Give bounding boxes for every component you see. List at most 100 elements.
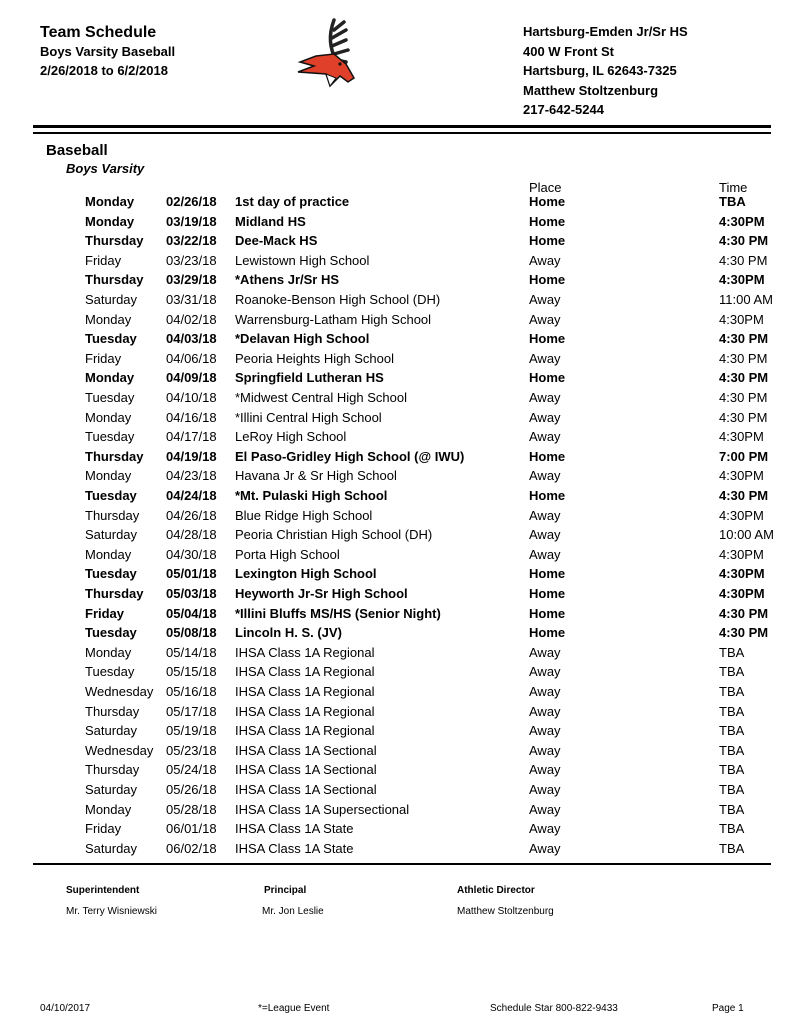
game-opponent: 1st day of practice xyxy=(235,194,350,209)
game-day: Saturday xyxy=(85,527,138,543)
game-date: 05/23/18 xyxy=(166,742,217,758)
game-opponent: IHSA Class 1A Supersectional xyxy=(235,801,410,817)
game-place: Home xyxy=(529,331,566,347)
game-time: 4:30PM xyxy=(719,429,764,445)
game-opponent: IHSA Class 1A Regional xyxy=(235,644,375,660)
game-opponent: *Mt. Pulaski High School xyxy=(235,488,388,503)
game-opponent: Peoria Heights High School xyxy=(235,350,394,366)
table-row: Saturday 04/28/18 Peoria Christian High Sc… xyxy=(0,527,800,547)
game-day: Saturday xyxy=(85,723,138,739)
signature-name: Mr. Terry Wisniewski xyxy=(66,906,157,917)
game-date: 05/16/18 xyxy=(166,684,217,699)
school-name: Hartsburg-Emden Jr/Sr HS xyxy=(523,24,688,39)
game-place: Away xyxy=(529,507,561,523)
table-row: Tuesday 05/08/18 Lincoln H. S. (JV) Home 4:3… xyxy=(0,625,800,645)
game-day: Wednesday xyxy=(85,684,154,699)
game-date: 03/22/18 xyxy=(166,233,217,249)
game-place: Away xyxy=(529,840,561,856)
game-day: Thursday xyxy=(85,448,144,464)
header-divider xyxy=(33,132,771,134)
game-date: 04/23/18 xyxy=(166,468,217,484)
game-day: Thursday xyxy=(85,586,144,601)
game-opponent: IHSA Class 1A Sectional xyxy=(235,742,377,758)
game-time: TBA xyxy=(719,703,745,719)
table-row: Friday 06/01/18 IHSA Class 1A State Away TBA xyxy=(0,821,800,841)
game-day: Tuesday xyxy=(85,429,135,445)
game-time: 4:30 PM xyxy=(719,370,769,386)
game-date: 04/06/18 xyxy=(166,350,217,366)
game-date: 03/23/18 xyxy=(166,252,217,268)
game-date: 04/02/18 xyxy=(166,311,217,327)
game-place: Home xyxy=(529,370,566,386)
signature-name: Matthew Stoltzenburg xyxy=(457,906,554,917)
game-place: Away xyxy=(529,801,561,817)
table-row: Tuesday 05/01/18 Lexington High School Home… xyxy=(0,566,800,586)
game-place: Away xyxy=(529,546,561,562)
game-date: 04/24/18 xyxy=(166,488,217,503)
game-day: Tuesday xyxy=(85,566,137,582)
game-day: Monday xyxy=(85,311,132,327)
table-row: Thursday 05/24/18 IHSA Class 1A Sectional A… xyxy=(0,762,800,782)
game-time: 4:30PM xyxy=(719,468,764,484)
game-date: 04/28/18 xyxy=(166,527,217,543)
game-opponent: IHSA Class 1A State xyxy=(235,840,354,856)
signature-name: Mr. Jon Leslie xyxy=(262,906,324,917)
game-day: Friday xyxy=(85,605,125,621)
contact-name: Matthew Stoltzenburg xyxy=(523,83,659,98)
game-opponent: IHSA Class 1A State xyxy=(235,821,354,837)
document-title: Team Schedule xyxy=(40,24,157,41)
table-row: Thursday 04/19/18 El Paso-Gridley High Sch… xyxy=(0,449,800,469)
deer-mascot-logo-icon xyxy=(297,18,355,88)
game-place: Away xyxy=(529,350,561,366)
game-place: Home xyxy=(529,448,566,464)
game-day: Monday xyxy=(85,213,135,229)
game-day: Wednesday xyxy=(85,742,154,758)
game-day: Monday xyxy=(85,801,132,817)
game-opponent: *Athens Jr/Sr HS xyxy=(235,272,340,288)
page-number: Page 1 xyxy=(712,1003,744,1014)
table-row: Wednesday 05/16/18 IHSA Class 1A Regional A… xyxy=(0,684,800,704)
game-date: 06/02/18 xyxy=(166,840,217,856)
game-opponent: Havana Jr & Sr High School xyxy=(235,468,397,484)
table-row: Friday 05/04/18 *Illini Bluffs MS/HS (Seni… xyxy=(0,606,800,626)
table-row: Friday 03/23/18 Lewistown High School Away 4… xyxy=(0,253,800,273)
game-date: 05/03/18 xyxy=(166,586,217,601)
game-time: 4:30 PM xyxy=(719,350,768,366)
game-place: Away xyxy=(529,429,561,445)
game-date: 05/08/18 xyxy=(166,625,217,641)
game-day: Tuesday xyxy=(85,331,137,347)
game-place: Away xyxy=(529,292,561,307)
game-time: 4:30 PM xyxy=(719,605,769,621)
game-place: Home xyxy=(529,272,566,288)
table-row: Monday 05/28/18 IHSA Class 1A Supersection… xyxy=(0,802,800,822)
table-row: Thursday 04/26/18 Blue Ridge High School Aw… xyxy=(0,508,800,528)
game-opponent: El Paso-Gridley High School (@ IWU) xyxy=(235,448,465,464)
game-date: 05/04/18 xyxy=(166,605,217,621)
game-time: 4:30PM xyxy=(719,311,764,327)
game-opponent: Springfield Lutheran HS xyxy=(235,370,384,386)
game-day: Monday xyxy=(85,194,135,209)
game-time: 4:30 PM xyxy=(719,233,769,249)
game-opponent: Peoria Christian High School (DH) xyxy=(235,527,433,543)
game-date: 04/03/18 xyxy=(166,331,217,347)
footer-divider xyxy=(33,863,771,865)
game-date: 04/16/18 xyxy=(166,409,217,425)
game-opponent: *Midwest Central High School xyxy=(235,390,407,405)
game-time: TBA xyxy=(719,194,746,209)
game-day: Tuesday xyxy=(85,390,135,405)
game-time: 4:30 PM xyxy=(719,331,769,347)
game-date: 05/01/18 xyxy=(166,566,217,582)
game-time: TBA xyxy=(719,821,745,837)
game-place: Away xyxy=(529,664,561,680)
game-opponent: IHSA Class 1A Sectional xyxy=(235,782,377,797)
game-place: Away xyxy=(529,644,561,660)
game-place: Home xyxy=(529,566,566,582)
game-opponent: IHSA Class 1A Sectional xyxy=(235,762,377,778)
game-opponent: Porta High School xyxy=(235,546,340,562)
team-name: Boys Varsity Baseball xyxy=(40,44,176,59)
game-day: Monday xyxy=(85,546,132,562)
place-column-header: Place xyxy=(529,180,562,195)
game-opponent: Lewistown High School xyxy=(235,252,370,268)
sport-heading: Baseball xyxy=(46,142,108,159)
